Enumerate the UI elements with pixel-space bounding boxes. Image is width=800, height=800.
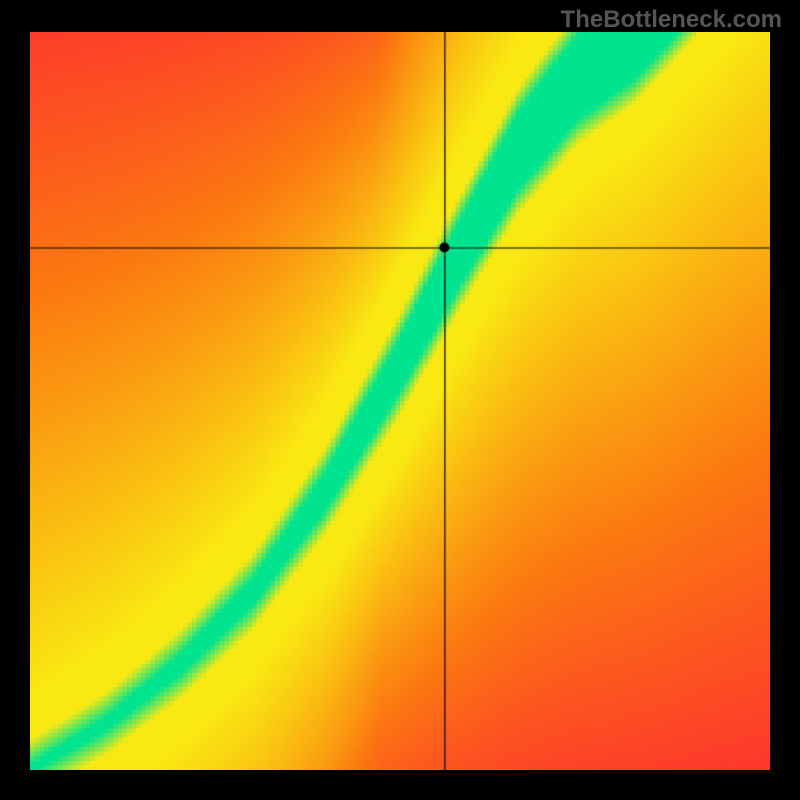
- chart-container: { "watermark": { "text": "TheBottleneck.…: [0, 0, 800, 800]
- bottleneck-heatmap: [30, 32, 770, 770]
- watermark-text: TheBottleneck.com: [561, 6, 782, 34]
